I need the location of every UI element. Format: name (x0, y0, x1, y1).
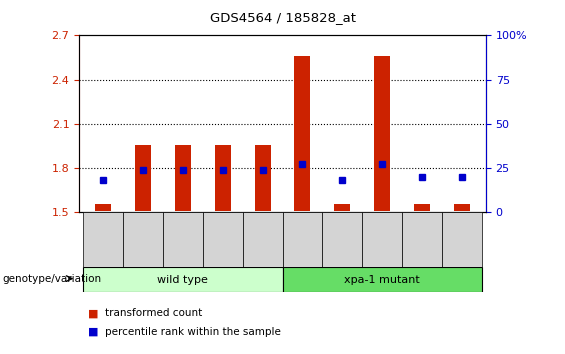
Bar (362, 212, 402, 267)
Bar (215, 144, 231, 211)
Bar (323, 212, 362, 267)
Bar (255, 144, 271, 211)
Bar (442, 212, 482, 267)
Bar (83, 267, 282, 292)
Bar (175, 144, 191, 211)
Bar (374, 56, 390, 211)
Bar (95, 204, 111, 211)
Bar (203, 212, 242, 267)
Bar (454, 204, 470, 211)
Bar (282, 267, 482, 292)
Text: wild type: wild type (158, 275, 208, 285)
Text: GDS4564 / 185828_at: GDS4564 / 185828_at (210, 11, 355, 24)
Bar (123, 212, 163, 267)
Text: ■: ■ (88, 308, 98, 318)
Text: transformed count: transformed count (105, 308, 202, 318)
Bar (242, 212, 282, 267)
Bar (334, 204, 350, 211)
Bar (402, 212, 442, 267)
Bar (83, 212, 123, 267)
Bar (414, 204, 430, 211)
Text: percentile rank within the sample: percentile rank within the sample (105, 327, 280, 337)
Bar (135, 144, 151, 211)
Text: xpa-1 mutant: xpa-1 mutant (344, 275, 420, 285)
Bar (294, 56, 310, 211)
Bar (282, 212, 323, 267)
Text: genotype/variation: genotype/variation (3, 274, 102, 284)
Text: ■: ■ (88, 327, 98, 337)
Bar (163, 212, 203, 267)
